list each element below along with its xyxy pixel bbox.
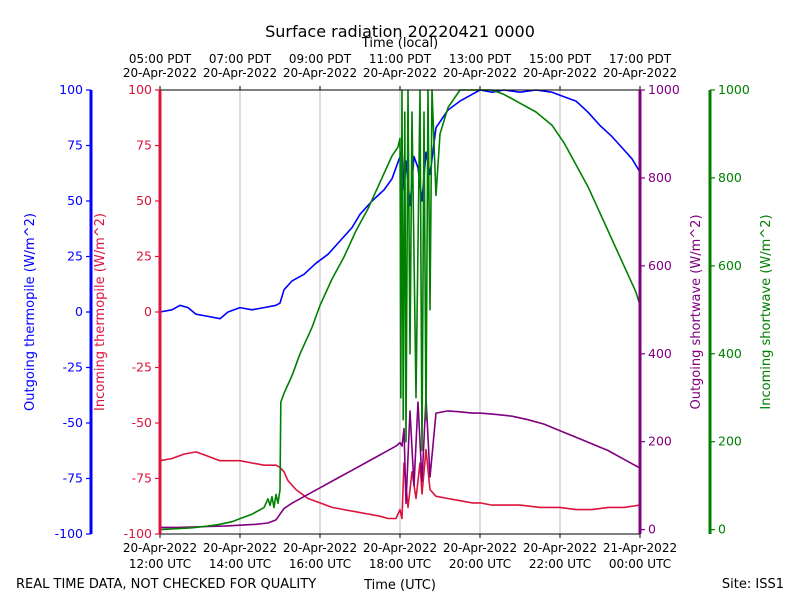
incoming_thermopile-tick-label: 50 (136, 193, 152, 208)
x-tick-label-date: 20-Apr-2022 (443, 541, 517, 555)
top-tick-label-date: 20-Apr-2022 (603, 66, 677, 80)
x-axis-label: Time (UTC) (363, 578, 436, 593)
top-tick-label-date: 20-Apr-2022 (203, 66, 277, 80)
top-tick-label-date: 20-Apr-2022 (283, 66, 357, 80)
outgoing_thermopile-tick-label: -25 (63, 360, 83, 375)
incoming_thermopile-tick-label: 75 (136, 138, 152, 153)
outgoing_thermopile-tick-label: -50 (63, 415, 83, 430)
incoming_thermopile-series-line (159, 448, 641, 520)
outgoing_thermopile-tick-label: 0 (75, 304, 83, 319)
x-tick-label-time: 18:00 UTC (369, 557, 431, 571)
x-tick-label-time: 22:00 UTC (529, 557, 591, 571)
incoming_shortwave-tick-label: 200 (718, 434, 742, 449)
top-tick-label-time: 09:00 PDT (289, 52, 352, 66)
incoming_shortwave-tick-label: 800 (718, 170, 742, 185)
incoming_thermopile-tick-label: -100 (124, 526, 152, 541)
outgoing_thermopile-tick-label: 100 (59, 82, 83, 97)
outgoing_shortwave-tick-label: 1000 (648, 82, 680, 97)
chart-title: Surface radiation 20220421 0000 (265, 22, 535, 41)
outgoing_thermopile-tick-label: -75 (63, 471, 83, 486)
outgoing_thermopile-tick-label: 75 (67, 138, 83, 153)
top-tick-label-time: 13:00 PDT (449, 52, 512, 66)
incoming_shortwave-tick-label: 0 (718, 522, 726, 537)
incoming_shortwave-series-line (159, 89, 641, 531)
top-tick-label-time: 11:00 PDT (369, 52, 432, 66)
outgoing_shortwave-tick-label: 600 (648, 258, 672, 273)
footer-site-label: Site: ISS1 (722, 577, 784, 592)
incoming_shortwave-tick-label: 600 (718, 258, 742, 273)
incoming_thermopile-tick-label: 0 (144, 304, 152, 319)
series-layer (159, 89, 641, 531)
top-tick-label-date: 20-Apr-2022 (363, 66, 437, 80)
incoming_thermopile-tick-label: 100 (128, 82, 152, 97)
x-tick-label-date: 20-Apr-2022 (123, 541, 197, 555)
top-tick-label-time: 05:00 PDT (129, 52, 192, 66)
x-tick-label-time: 20:00 UTC (449, 557, 511, 571)
top-tick-label-date: 20-Apr-2022 (123, 66, 197, 80)
incoming_thermopile-tick-label: 25 (136, 249, 152, 264)
footer-quality-note: REAL TIME DATA, NOT CHECKED FOR QUALITY (16, 577, 316, 592)
incoming_thermopile-axis-label: Incoming thermopile (W/m^2) (93, 213, 108, 411)
incoming_thermopile-tick-label: -25 (132, 360, 152, 375)
x-tick-label-date: 20-Apr-2022 (363, 541, 437, 555)
top-tick-label-date: 20-Apr-2022 (443, 66, 517, 80)
incoming_thermopile-tick-label: -75 (132, 471, 152, 486)
top-axis-label: Time (local) (361, 36, 438, 51)
incoming_shortwave-axis-label: Incoming shortwave (W/m^2) (759, 214, 774, 409)
x-tick-label-time: 12:00 UTC (129, 557, 191, 571)
outgoing_shortwave-tick-label: 0 (648, 522, 656, 537)
outgoing_thermopile-tick-label: -100 (55, 526, 83, 541)
outgoing_thermopile-axis-label: Outgoing thermopile (W/m^2) (23, 213, 38, 411)
outgoing_thermopile-tick-label: 50 (67, 193, 83, 208)
x-tick-label-time: 16:00 UTC (289, 557, 351, 571)
x-tick-label-date: 20-Apr-2022 (523, 541, 597, 555)
x-tick-label-date: 20-Apr-2022 (203, 541, 277, 555)
top-tick-label-time: 07:00 PDT (209, 52, 272, 66)
outgoing_thermopile-tick-label: 25 (67, 249, 83, 264)
incoming_thermopile-tick-label: -50 (132, 415, 152, 430)
outgoing_shortwave-tick-label: 800 (648, 170, 672, 185)
top-tick-label-time: 15:00 PDT (529, 52, 592, 66)
x-tick-label-date: 21-Apr-2022 (603, 541, 677, 555)
x-tick-label-time: 14:00 UTC (209, 557, 271, 571)
x-tick-label-time: 00:00 UTC (609, 557, 671, 571)
x-tick-label-date: 20-Apr-2022 (283, 541, 357, 555)
outgoing_shortwave-series-line (160, 396, 641, 529)
top-tick-label-date: 20-Apr-2022 (523, 66, 597, 80)
outgoing_shortwave-tick-label: 400 (648, 346, 672, 361)
outgoing_shortwave-axis-label: Outgoing shortwave (W/m^2) (689, 214, 704, 409)
incoming_shortwave-tick-label: 400 (718, 346, 742, 361)
top-tick-label-time: 17:00 PDT (609, 52, 672, 66)
incoming_shortwave-tick-label: 1000 (718, 82, 750, 97)
outgoing_shortwave-tick-label: 200 (648, 434, 672, 449)
axes-layer: 20-Apr-2022 12:00 UTC 20-Apr-2022 14:00 UTC… (23, 52, 774, 571)
